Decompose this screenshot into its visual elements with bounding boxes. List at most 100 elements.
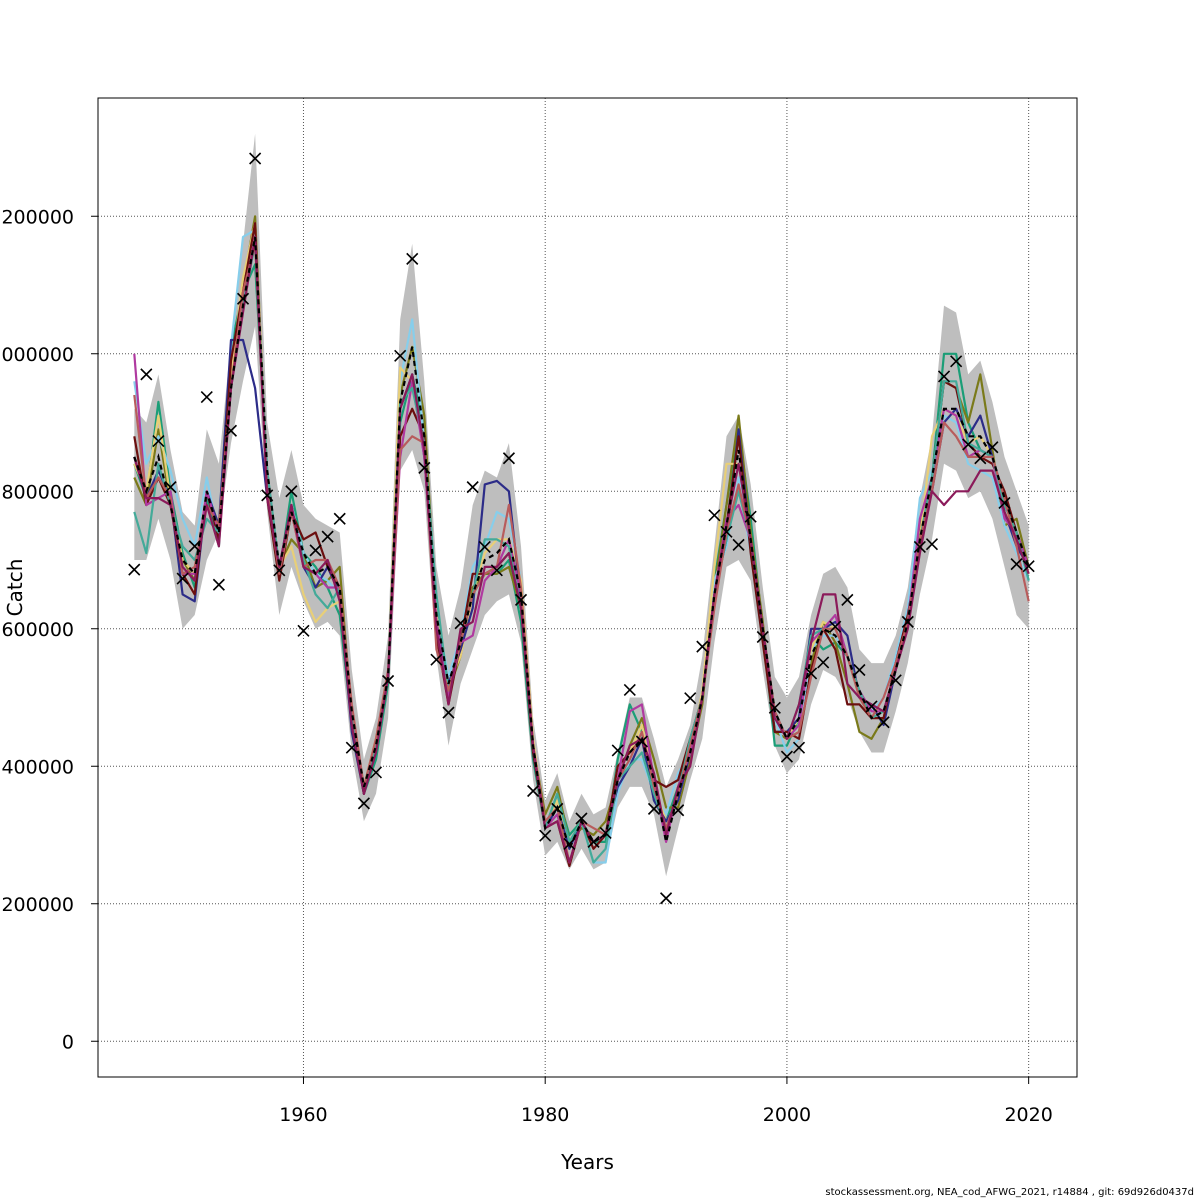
observed-point <box>369 766 383 779</box>
observed-point <box>877 716 890 729</box>
observed-point <box>345 741 358 754</box>
observed-point <box>720 525 733 538</box>
observed-point <box>261 489 274 502</box>
y-tick-label: 1000000 <box>0 344 74 366</box>
x-axis-title: Years <box>560 1150 614 1174</box>
observed-point <box>962 438 975 451</box>
x-tick-label: 2000 <box>763 1104 811 1126</box>
observed-point <box>527 784 540 798</box>
axes: 1960 1980 2000 2020 0 200000 400000 600000 80000… <box>0 97 1078 1126</box>
observed-point <box>998 496 1011 510</box>
observed-point <box>249 152 262 165</box>
observed-point <box>841 593 854 606</box>
observed-point <box>647 802 661 815</box>
observed-point <box>696 640 709 653</box>
observed-point <box>478 540 491 554</box>
series-line-4 <box>133 222 1030 843</box>
observed-point <box>273 564 286 577</box>
observed-point <box>454 617 467 630</box>
estimate-line-path <box>133 236 1030 853</box>
observed-point <box>986 441 999 454</box>
series-line-3 <box>133 228 1030 864</box>
observed-points <box>128 152 1035 905</box>
observed-point <box>575 812 588 825</box>
observed-point <box>394 349 407 362</box>
series-line-9 <box>133 242 1030 864</box>
observed-point <box>164 481 177 494</box>
observed-point <box>442 706 455 719</box>
y-tick-label: 600000 <box>1 619 74 641</box>
y-tick-label: 1200000 <box>0 206 74 228</box>
observed-point <box>817 656 830 669</box>
observed-point <box>599 826 612 840</box>
y-tick-label: 400000 <box>1 756 74 778</box>
observed-point <box>236 292 250 305</box>
observed-point <box>635 735 648 748</box>
plot-frame <box>97 97 1078 1078</box>
observed-point <box>901 615 914 628</box>
observed-point <box>152 434 165 448</box>
observed-point <box>551 802 564 815</box>
observed-point <box>756 630 769 644</box>
observed-point <box>357 797 370 810</box>
series-lines <box>133 215 1030 867</box>
observed-point <box>708 509 721 522</box>
observed-point <box>1022 560 1035 573</box>
observed-point <box>128 563 141 576</box>
observed-point <box>829 620 842 633</box>
y-axis-title: Catch <box>3 559 27 617</box>
observed-point <box>563 837 576 851</box>
observed-point <box>430 653 443 666</box>
observed-point <box>623 683 636 697</box>
footer-note: stockassessment.org, NEA_cod_AFWG_2021, … <box>825 1187 1194 1198</box>
observed-point <box>913 540 926 554</box>
observed-point <box>950 355 963 368</box>
observed-point <box>889 674 902 687</box>
observed-point <box>224 424 238 437</box>
observed-point <box>188 540 201 553</box>
observed-point <box>611 744 624 757</box>
observed-point <box>514 593 528 606</box>
x-tick-label: 1960 <box>279 1104 327 1126</box>
observed-point <box>925 538 939 551</box>
observed-point <box>212 578 225 591</box>
observed-point <box>382 674 395 688</box>
observed-point <box>200 390 213 404</box>
observed-point <box>333 512 346 525</box>
x-tick-label: 1980 <box>521 1104 569 1126</box>
series-line-6 <box>133 222 1030 867</box>
observed-point <box>297 624 310 637</box>
observed-point <box>587 835 600 848</box>
series-line-8 <box>133 242 1030 864</box>
observed-point <box>285 485 298 498</box>
observed-point <box>406 252 419 265</box>
observed-point <box>659 892 673 905</box>
observed-point <box>744 510 757 523</box>
observed-point <box>768 701 781 714</box>
observed-point <box>539 829 552 842</box>
y-tick-label: 800000 <box>1 481 74 503</box>
observed-point <box>937 370 951 383</box>
series-line-5 <box>133 338 1030 850</box>
observed-point <box>490 564 503 577</box>
y-tick-label: 200000 <box>1 894 74 916</box>
observed-point <box>780 750 793 763</box>
series-line-7 <box>133 235 1030 864</box>
series-line-2 <box>133 215 1030 843</box>
observed-point <box>853 663 866 677</box>
observed-point <box>865 700 878 713</box>
y-tick-label: 0 <box>62 1031 74 1053</box>
estimate-line <box>133 236 1030 853</box>
series-line-10 <box>133 235 1030 864</box>
series-line-1 <box>133 263 1030 843</box>
observed-point <box>321 530 334 543</box>
x-tick-label: 2020 <box>1004 1104 1052 1126</box>
observed-point <box>672 804 685 817</box>
observed-point <box>805 667 818 680</box>
observed-point <box>792 741 806 754</box>
observed-point <box>732 538 745 551</box>
observed-point <box>140 368 153 381</box>
observed-point <box>502 452 516 465</box>
observed-point <box>1010 558 1023 571</box>
